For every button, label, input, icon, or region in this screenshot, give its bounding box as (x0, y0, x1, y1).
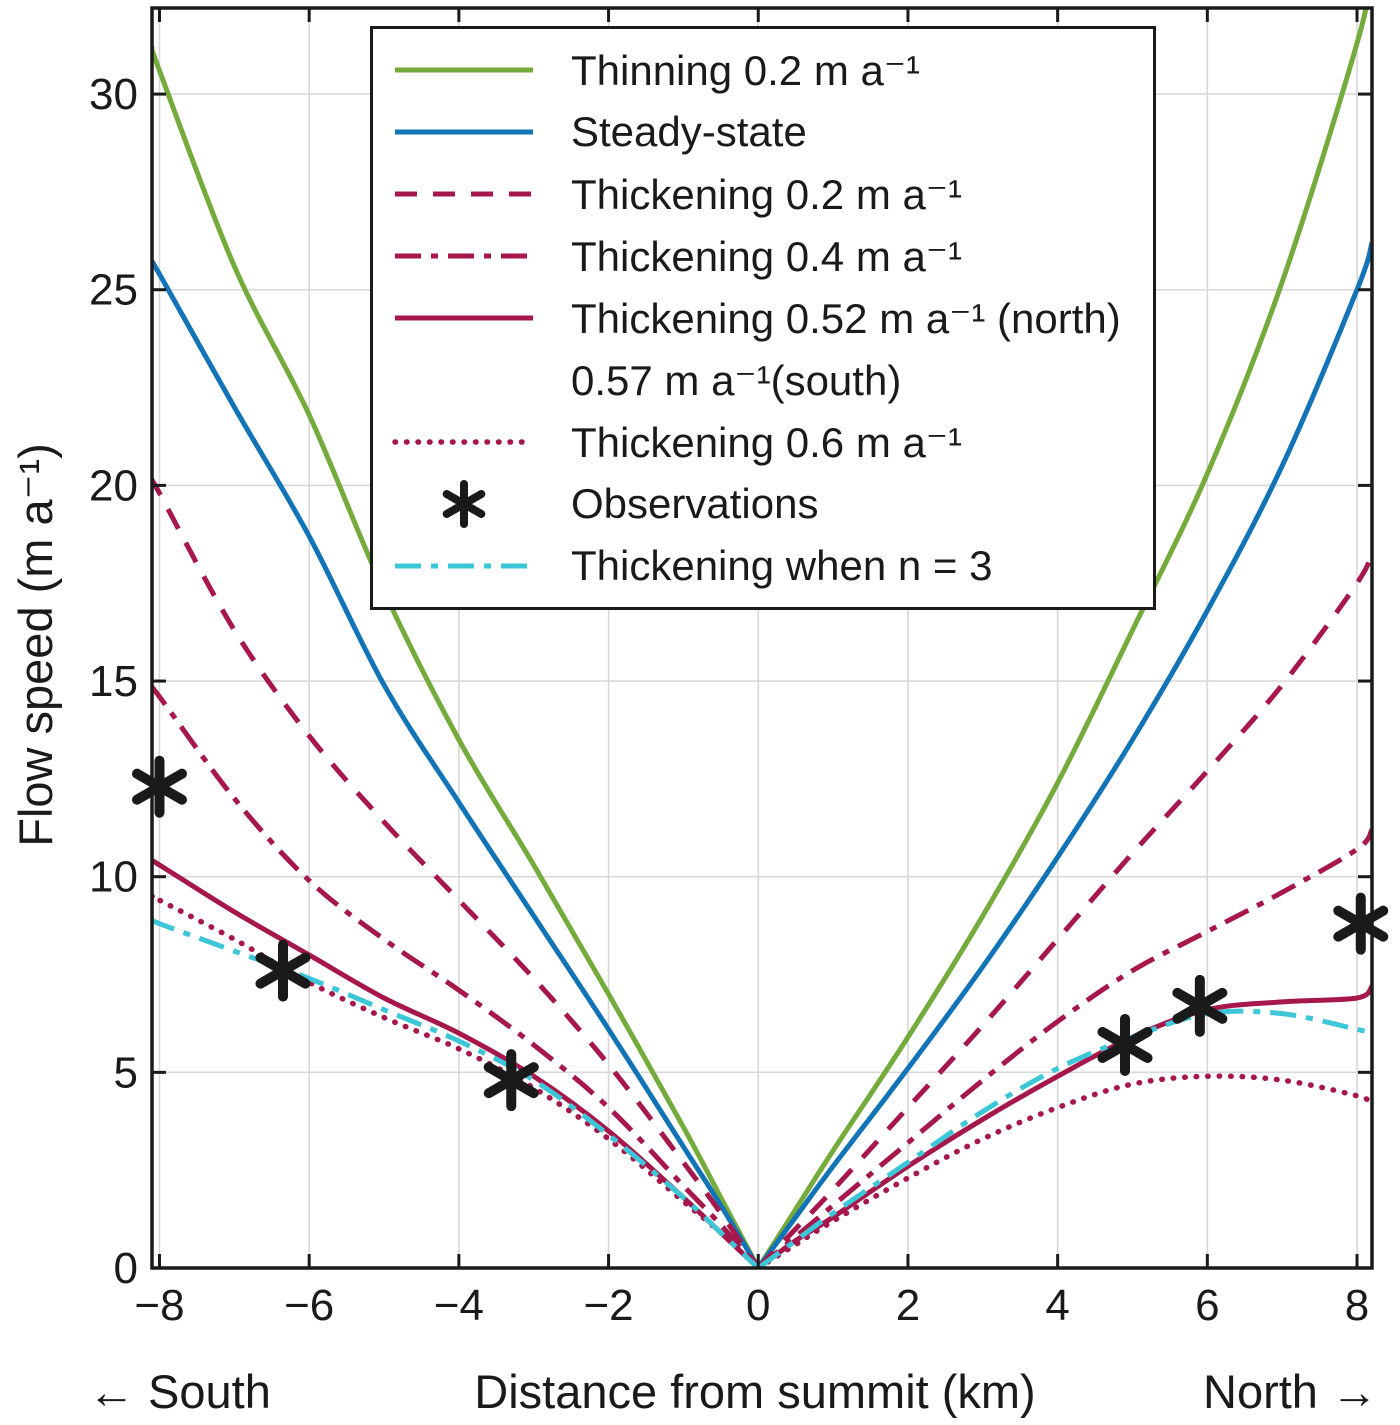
curve-dotted (152, 893, 762, 1268)
y-tick-label: 10 (89, 853, 138, 902)
legend: Thinning 0.2 m a⁻¹ Steady-state Thickening… (370, 26, 1156, 610)
observation-marker (1097, 1026, 1153, 1063)
legend-sample-line (395, 191, 533, 197)
x-axis-label: Distance from summit (km) (474, 1365, 1036, 1418)
x-tick-label: −2 (583, 1281, 633, 1330)
legend-label: 0.57 m a⁻¹(south) (571, 356, 902, 404)
observation-marker (483, 1062, 539, 1099)
y-axis-label: Flow speed (m a⁻¹) (9, 443, 62, 847)
x-tick-label: 4 (1045, 1281, 1069, 1330)
curve-solid (152, 257, 761, 1268)
legend-sample-line (395, 315, 533, 321)
legend-label: Thickening when n = 3 (571, 542, 993, 589)
y-tick-label: 0 (114, 1244, 138, 1293)
curve-solid (152, 44, 761, 1268)
legend-sample-line (395, 129, 533, 135)
y-tick-label: 5 (114, 1048, 138, 1097)
y-tick-label: 15 (89, 657, 138, 706)
curve-dashdot (756, 1008, 1372, 1268)
x-tick-label: −4 (434, 1281, 484, 1330)
x-tick-label: 6 (1195, 1281, 1219, 1330)
x-axis-direction-south: ← South (88, 1365, 271, 1418)
x-tick-label: 2 (896, 1281, 920, 1330)
legend-item: Steady-state (389, 101, 1141, 163)
y-tick-label: 30 (89, 70, 138, 119)
legend-label: Observations (571, 480, 819, 527)
observation-marker (1333, 905, 1389, 942)
legend-sample-line (392, 439, 536, 445)
x-axis-direction-north: North → (1203, 1365, 1378, 1418)
curve-dotted (755, 1073, 1372, 1268)
curve-dashdot (756, 828, 1372, 1268)
curve-solid (756, 242, 1372, 1268)
observation-marker (255, 952, 311, 989)
legend-label: Thickening 0.52 m a⁻¹ (north) (571, 294, 1121, 342)
legend-sample-line (395, 67, 533, 73)
y-tick-label: 25 (89, 266, 138, 315)
x-tick-label: 8 (1345, 1281, 1369, 1330)
curve-dashdot (152, 684, 761, 1268)
legend-item: Thickening 0.52 m a⁻¹ (north) (389, 287, 1141, 349)
legend-item: Thickening when n = 3 (389, 535, 1141, 597)
y-tick-label: 20 (89, 461, 138, 510)
curve-dashed (756, 550, 1372, 1268)
x-tick-label: 0 (746, 1281, 770, 1330)
legend-asterisk-icon (442, 490, 486, 518)
legend-item: Thickening 0.4 m a⁻¹ (389, 225, 1141, 287)
observation-marker (131, 768, 188, 805)
legend-label: Steady-state (571, 108, 807, 155)
legend-item: Thickening 0.6 m a⁻¹ (389, 411, 1141, 473)
curve-solid (756, 8, 1369, 1268)
x-tick-label: −6 (284, 1281, 334, 1330)
legend-item-continuation: 0.57 m a⁻¹(south) (389, 349, 1141, 411)
legend-label: Thinning 0.2 m a⁻¹ (571, 46, 921, 94)
legend-sample-marker (442, 480, 486, 528)
curve-dashdot (152, 917, 760, 1268)
legend-sample-line (395, 253, 533, 259)
x-tick-label: −8 (134, 1281, 184, 1330)
legend-item: Observations (389, 473, 1141, 535)
legend-sample-line (395, 563, 533, 569)
legend-label: Thickening 0.6 m a⁻¹ (571, 418, 963, 466)
legend-item: Thinning 0.2 m a⁻¹ (389, 39, 1141, 101)
curve-solid (756, 984, 1372, 1268)
legend-sample-line (389, 349, 539, 411)
legend-label: Thickening 0.4 m a⁻¹ (571, 232, 963, 280)
legend-label: Thickening 0.2 m a⁻¹ (571, 170, 963, 218)
observation-marker (1172, 987, 1228, 1024)
legend-item: Thickening 0.2 m a⁻¹ (389, 163, 1141, 225)
curve-solid (152, 857, 760, 1268)
axes-frame (150, 6, 1374, 1270)
